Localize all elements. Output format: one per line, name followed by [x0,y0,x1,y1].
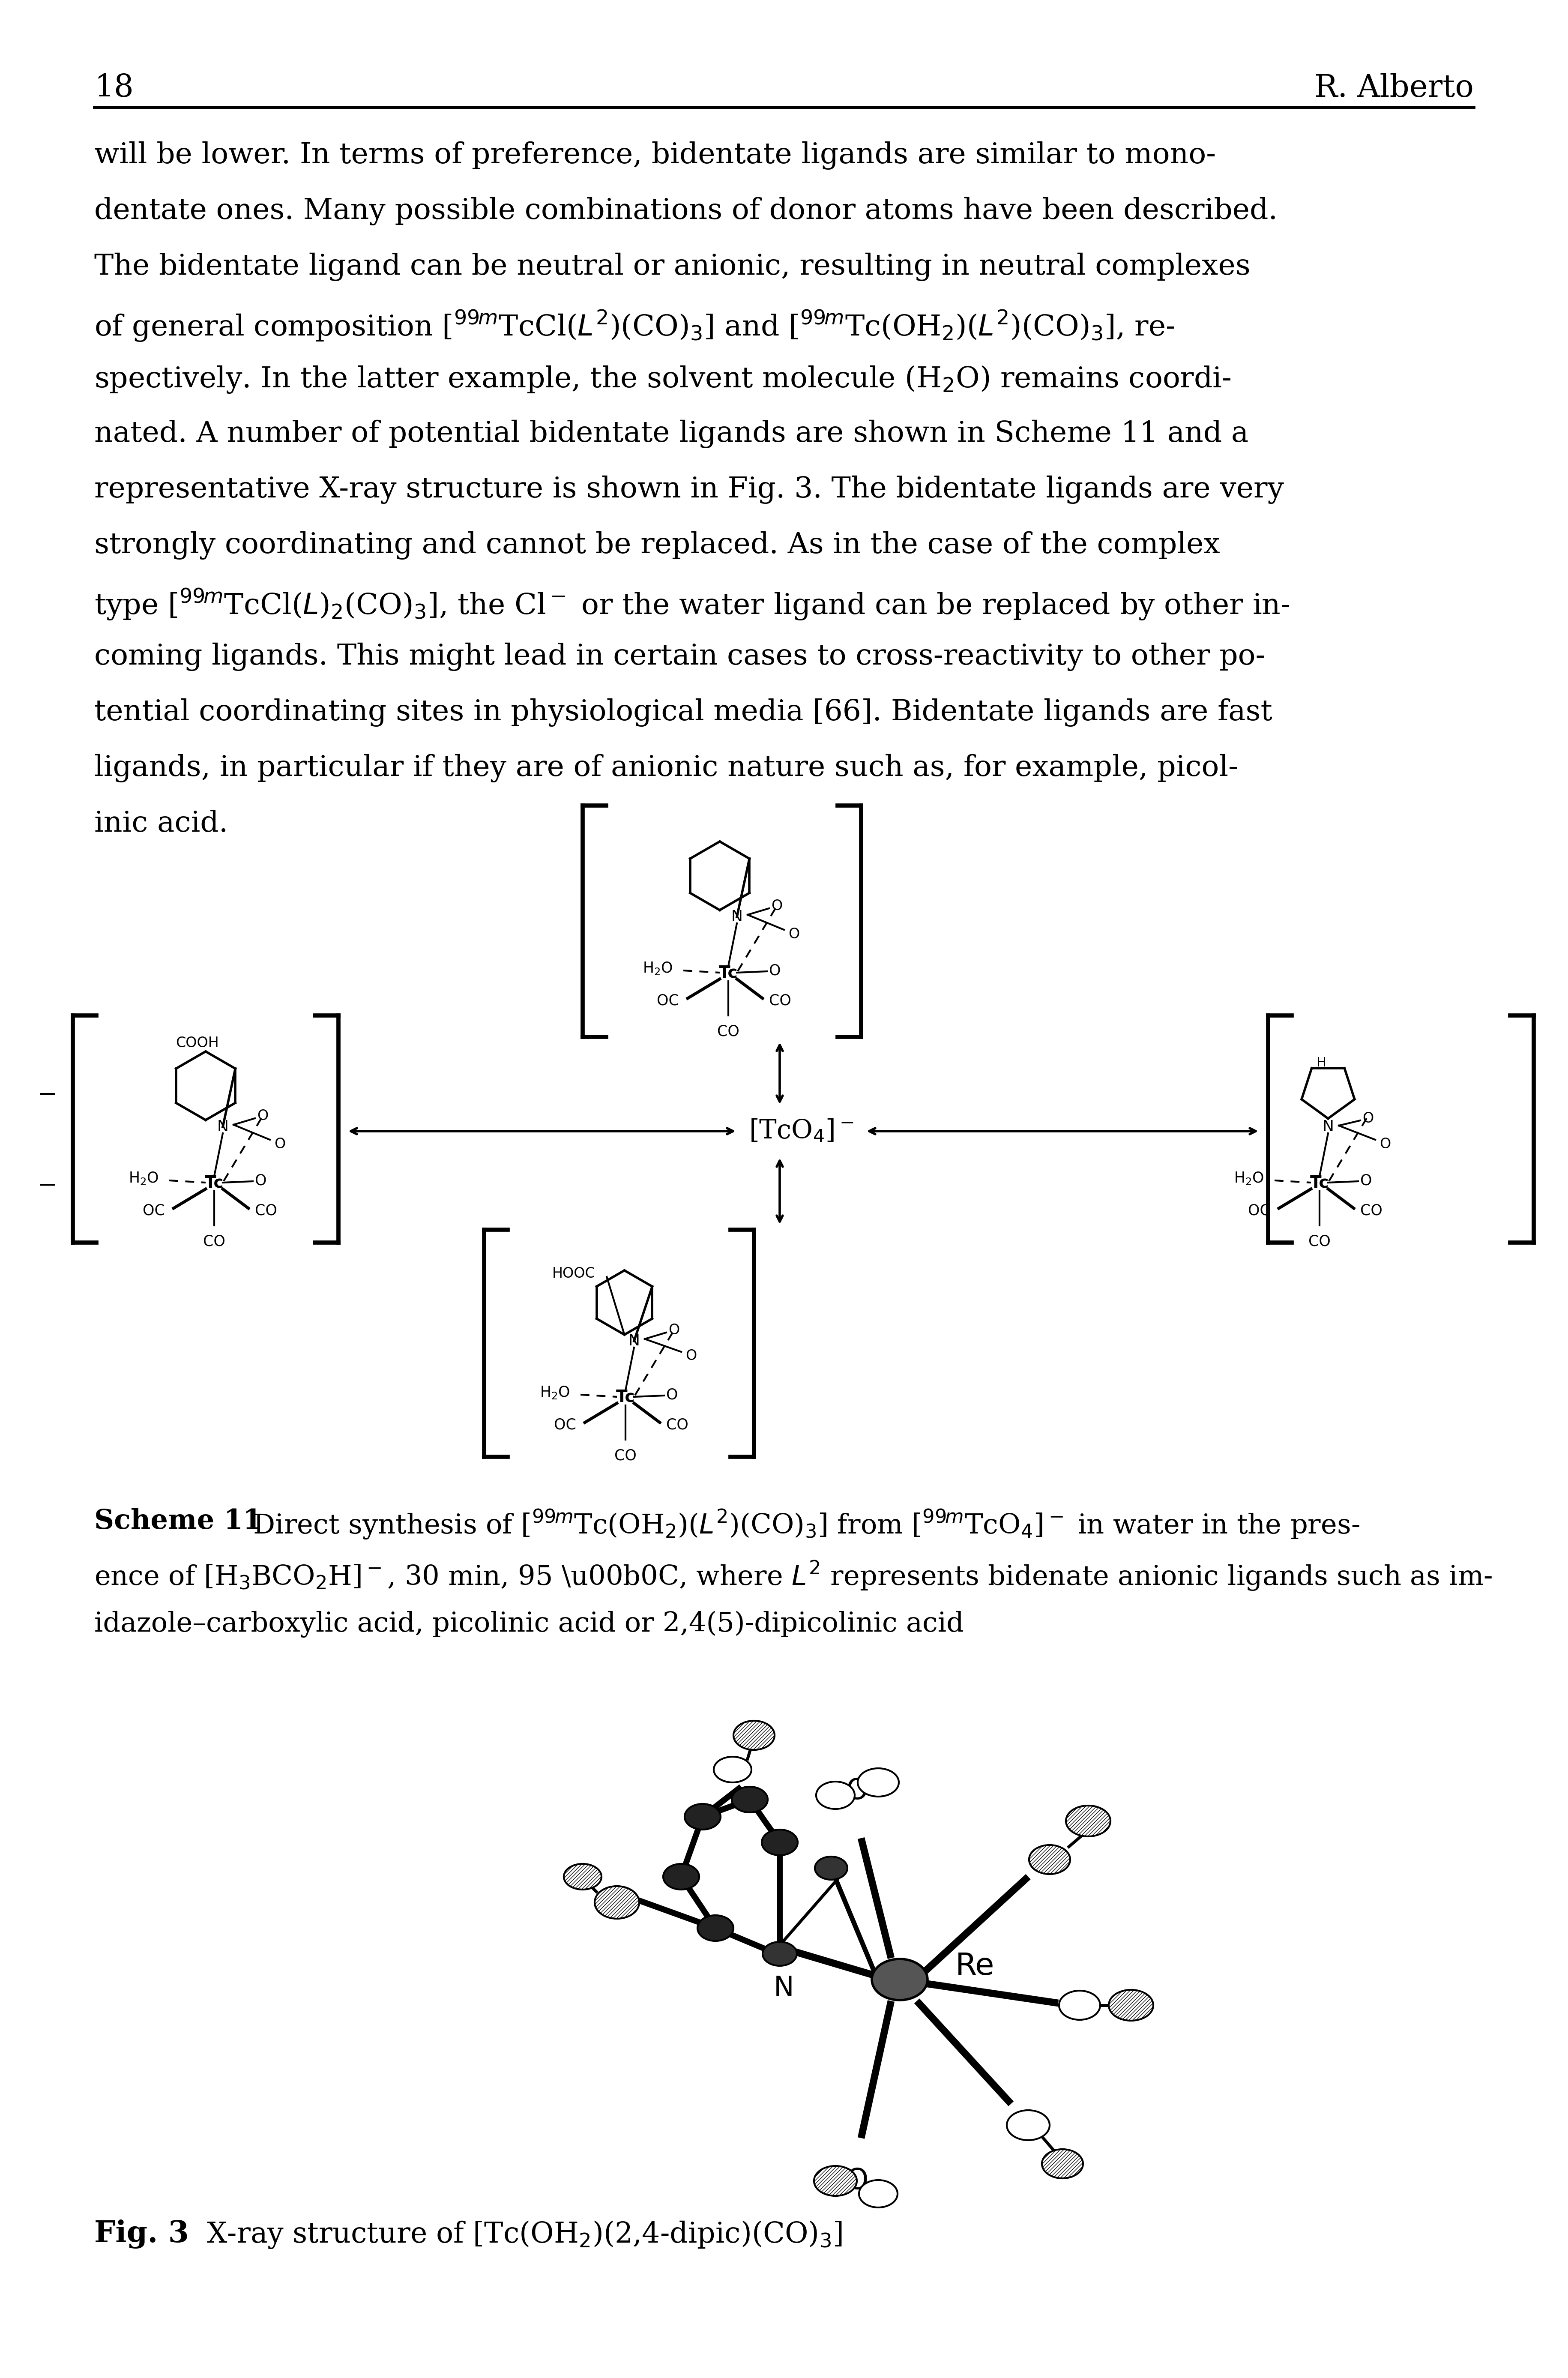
Text: spectively. In the latter example, the solvent molecule (H$_2$O) remains coordi-: spectively. In the latter example, the s… [94,364,1231,395]
Ellipse shape [814,2166,856,2195]
Text: O: O [274,1137,285,1151]
Text: OC: OC [554,1417,575,1432]
Text: strongly coordinating and cannot be replaced. As in the case of the complex: strongly coordinating and cannot be repl… [94,530,1220,559]
Text: X-ray structure of [Tc(OH$_2$)(2,4-dipic)(CO)$_3$]: X-ray structure of [Tc(OH$_2$)(2,4-dipic… [188,2219,842,2250]
Text: ligands, in particular if they are of anionic nature such as, for example, picol: ligands, in particular if they are of an… [94,754,1239,782]
Text: Direct synthesis of [$^{99m}$Tc(OH$_2$)($L^2$)(CO)$_3$] from [$^{99m}$TcO$_4$]$^: Direct synthesis of [$^{99m}$Tc(OH$_2$)(… [235,1508,1359,1541]
Text: N: N [1322,1120,1334,1134]
Text: H$_2$O: H$_2$O [129,1170,158,1187]
Ellipse shape [1029,1845,1071,1874]
Text: O: O [1363,1111,1374,1125]
Text: CO: CO [615,1448,637,1462]
Text: CO: CO [1308,1234,1331,1248]
Text: Tc: Tc [616,1389,635,1405]
Text: CO: CO [1359,1203,1383,1218]
Ellipse shape [762,1829,798,1855]
Text: O: O [1359,1172,1372,1187]
Ellipse shape [663,1864,699,1891]
Text: type [$^{99m}$TcCl($L$)$_2$(CO)$_3$], the Cl$^-$ or the water ligand can be repl: type [$^{99m}$TcCl($L$)$_2$(CO)$_3$], th… [94,587,1290,621]
Text: H$_2$O: H$_2$O [539,1384,569,1401]
Ellipse shape [1041,2150,1083,2178]
Ellipse shape [732,1786,768,1812]
Text: The bidentate ligand can be neutral or anionic, resulting in neutral complexes: The bidentate ligand can be neutral or a… [94,252,1250,281]
Text: Tc: Tc [1309,1175,1330,1191]
Text: N: N [773,1974,795,2002]
Text: O: O [257,1108,268,1122]
Text: O: O [845,2166,869,2195]
Text: OC: OC [1248,1203,1270,1218]
Text: CO: CO [717,1025,740,1039]
Ellipse shape [872,1959,928,2000]
Ellipse shape [815,1857,847,1879]
Text: Re: Re [955,1952,994,1981]
Text: H$_2$O: H$_2$O [643,961,673,975]
Text: [TcO$_4$]$^-$: [TcO$_4$]$^-$ [750,1118,853,1144]
Text: coming ligands. This might lead in certain cases to cross-reactivity to other po: coming ligands. This might lead in certa… [94,642,1265,671]
Text: HOOC: HOOC [552,1267,596,1282]
Text: CO: CO [768,994,792,1008]
Text: H$_2$O: H$_2$O [1234,1170,1264,1187]
Text: O: O [789,927,800,942]
Ellipse shape [713,1757,751,1784]
Text: O: O [768,963,781,977]
Text: 18: 18 [94,74,133,102]
Text: Fig. 3: Fig. 3 [94,2219,188,2250]
Ellipse shape [815,1781,855,1810]
Text: O: O [771,899,782,913]
Text: OC: OC [143,1203,165,1218]
Text: dentate ones. Many possible combinations of donor atoms have been described.: dentate ones. Many possible combinations… [94,197,1278,226]
Text: CO: CO [256,1203,278,1218]
Text: will be lower. In terms of preference, bidentate ligands are similar to mono-: will be lower. In terms of preference, b… [94,140,1215,169]
Text: N: N [731,911,743,925]
Text: Tc: Tc [205,1175,224,1191]
Text: O: O [666,1386,677,1403]
Text: N: N [629,1334,640,1348]
Text: R. Alberto: R. Alberto [1314,74,1474,102]
Text: ence of [H$_3$BCO$_2$H]$^-$, 30 min, 95 \u00b0C, where $L^2$ represents bidenate: ence of [H$_3$BCO$_2$H]$^-$, 30 min, 95 … [94,1560,1493,1593]
Text: OC: OC [657,994,679,1008]
Ellipse shape [594,1886,640,1919]
Text: O: O [845,1776,869,1805]
Text: COOH: COOH [176,1037,218,1051]
Ellipse shape [1058,1990,1101,2019]
Text: O: O [685,1348,696,1363]
Ellipse shape [698,1914,734,1940]
Text: O: O [256,1172,267,1187]
Text: −: − [38,1175,56,1199]
Ellipse shape [564,1864,602,1891]
Text: O: O [1380,1137,1391,1151]
Text: H: H [1317,1056,1327,1070]
Ellipse shape [1109,1990,1154,2021]
Ellipse shape [858,1769,898,1795]
Ellipse shape [1007,2109,1049,2140]
Ellipse shape [859,2181,897,2207]
Text: representative X-ray structure is shown in Fig. 3. The bidentate ligands are ver: representative X-ray structure is shown … [94,476,1284,504]
Ellipse shape [762,1943,797,1967]
Text: idazole–carboxylic acid, picolinic acid or 2,4(5)-dipicolinic acid: idazole–carboxylic acid, picolinic acid … [94,1610,964,1638]
Ellipse shape [734,1722,775,1750]
Text: nated. A number of potential bidentate ligands are shown in Scheme 11 and a: nated. A number of potential bidentate l… [94,421,1248,449]
Text: −: − [38,1084,56,1106]
Text: N: N [216,1120,229,1134]
Text: O: O [668,1322,679,1336]
Ellipse shape [1066,1805,1110,1836]
Text: CO: CO [666,1417,688,1432]
Text: of general composition [$^{99m}$TcCl($L^2$)(CO)$_3$] and [$^{99m}$Tc(OH$_2$)($L^: of general composition [$^{99m}$TcCl($L^… [94,309,1174,342]
Ellipse shape [685,1805,721,1829]
Text: CO: CO [204,1234,226,1248]
Text: Scheme 11: Scheme 11 [94,1508,262,1534]
Text: inic acid.: inic acid. [94,811,227,837]
Text: tential coordinating sites in physiological media [66]. Bidentate ligands are fa: tential coordinating sites in physiologi… [94,699,1272,728]
Text: Tc: Tc [718,965,739,980]
